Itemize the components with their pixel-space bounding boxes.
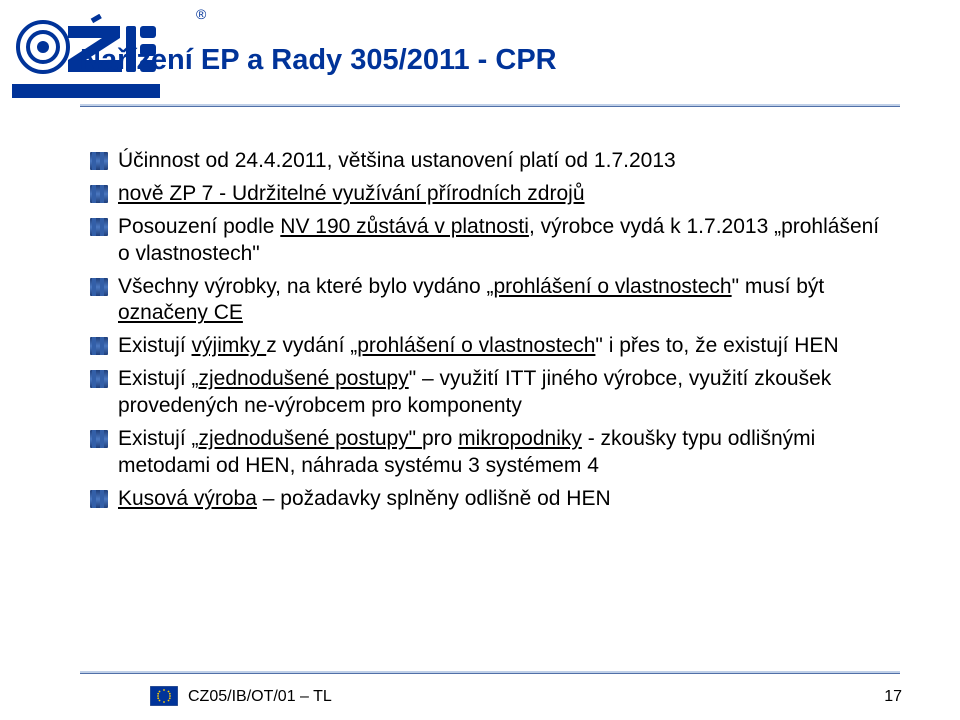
list-item-text: Kusová výroba – požadavky splněny odlišn… <box>118 486 890 513</box>
bullet-icon <box>90 370 108 388</box>
list-item-text: nově ZP 7 - Udržitelné využívání přírodn… <box>118 181 890 208</box>
list-item: Účinnost od 24.4.2011, většina ustanoven… <box>90 148 890 175</box>
slide: ® Nařízení EP a Rady 305/2011 - CPR Účin… <box>0 0 960 720</box>
registered-mark: ® <box>196 6 206 22</box>
footer-rule <box>80 671 900 674</box>
list-item: Všechny výrobky, na které bylo vydáno „p… <box>90 274 890 328</box>
list-item: Existují „zjednodušené postupy" pro mikr… <box>90 426 890 480</box>
list-item: Existují „zjednodušené postupy" – využit… <box>90 366 890 420</box>
list-item: Kusová výroba – požadavky splněny odlišn… <box>90 486 890 513</box>
list-item: Posouzení podle NV 190 zůstává v platnos… <box>90 214 890 268</box>
list-item-text: Účinnost od 24.4.2011, většina ustanoven… <box>118 148 890 175</box>
list-item-text: Existují „zjednodušené postupy" – využit… <box>118 366 890 420</box>
title-rule <box>80 104 900 107</box>
bullet-icon <box>90 278 108 296</box>
bullet-icon <box>90 152 108 170</box>
list-item: nově ZP 7 - Udržitelné využívání přírodn… <box>90 181 890 208</box>
list-item-text: Posouzení podle NV 190 zůstává v platnos… <box>118 214 890 268</box>
list-item-text: Existují výjimky z vydání „prohlášení o … <box>118 333 890 360</box>
footer-code: CZ05/IB/OT/01 – TL <box>188 688 332 706</box>
list-item-text: Všechny výrobky, na které bylo vydáno „p… <box>118 274 890 328</box>
page-title: Nařízení EP a Rady 305/2011 - CPR <box>80 44 900 77</box>
page-number: 17 <box>884 688 902 706</box>
eu-flag-icon <box>150 686 178 706</box>
bullet-icon <box>90 430 108 448</box>
bullet-icon <box>90 185 108 203</box>
bullet-icon <box>90 337 108 355</box>
list-item: Existují výjimky z vydání „prohlášení o … <box>90 333 890 360</box>
bullet-icon <box>90 218 108 236</box>
content-body: Účinnost od 24.4.2011, většina ustanoven… <box>90 148 890 519</box>
bullet-icon <box>90 490 108 508</box>
list-item-text: Existují „zjednodušené postupy" pro mikr… <box>118 426 890 480</box>
